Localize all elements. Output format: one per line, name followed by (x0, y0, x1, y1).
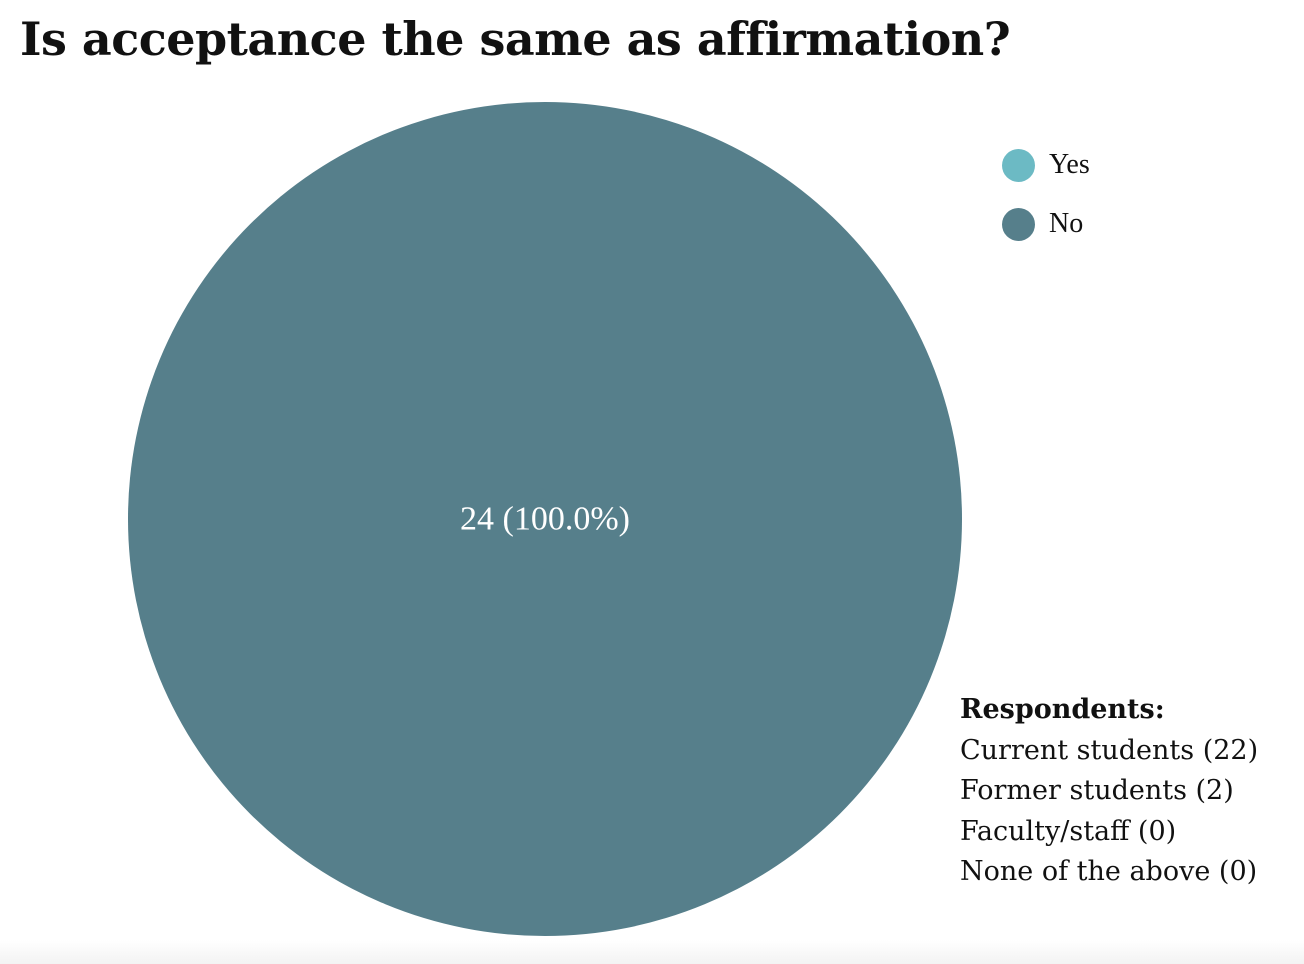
respondents-heading: Respondents: (960, 694, 1165, 725)
respondents-item-former-students: Former students (2) (960, 775, 1234, 806)
respondents-item-faculty-staff: Faculty/staff (0) (960, 815, 1177, 847)
pie-data-label-no: 24 (100.0%) (460, 501, 630, 538)
legend-label-yes: Yes (1049, 149, 1090, 180)
respondents-item-none-of-the-above: None of the above (0) (960, 856, 1258, 887)
chart-title: Is acceptance the same as affirmation? (20, 12, 1011, 66)
respondents-item-current-students: Current students (22) (960, 734, 1259, 766)
legend-item-no[interactable]: No (1002, 207, 1083, 241)
respondents-panel: Respondents: Current students (22) Forme… (960, 690, 1258, 893)
legend-label-no: No (1049, 208, 1084, 239)
legend-item-yes[interactable]: Yes (1002, 148, 1090, 182)
pie-slice-no[interactable] (128, 102, 962, 936)
bottom-edge (0, 940, 1304, 964)
legend-swatch-yes (1002, 148, 1035, 182)
legend-swatch-no (1002, 207, 1035, 241)
